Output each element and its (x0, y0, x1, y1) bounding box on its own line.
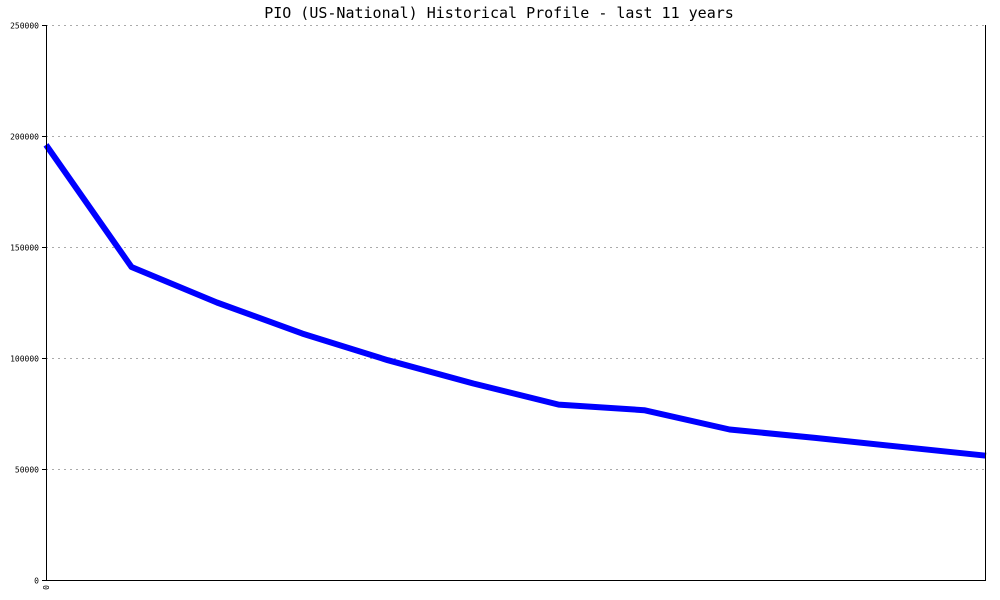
y-tick-label: 200000 (10, 133, 39, 142)
y-tick-label: 100000 (10, 355, 39, 364)
x-tick-label: 0 (42, 585, 51, 590)
y-tick-label: 50000 (15, 466, 39, 475)
y-axis-ticks: 0 50000 100000 150000 200000 250000 (10, 22, 46, 586)
y-tick-label: 250000 (10, 22, 39, 31)
series-layer (43, 143, 987, 459)
series-line (43, 143, 987, 459)
chart-title: PIO (US-National) Historical Profile - l… (264, 4, 734, 22)
x-axis-ticks: 0 (42, 585, 51, 590)
y-tick-label: 150000 (10, 244, 39, 253)
y-tick-label: 0 (34, 577, 39, 586)
grid-layer (46, 25, 986, 470)
